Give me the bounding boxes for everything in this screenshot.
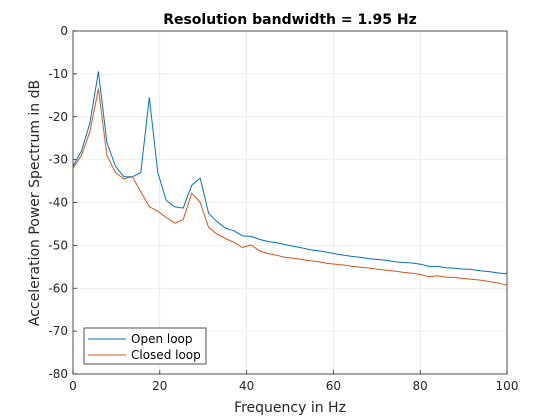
legend-box [83,327,207,365]
series-line-open-loop [72,71,508,275]
y-axis-label: Acceleration Power Spectrum in dB [27,80,43,326]
grid [72,30,508,375]
y-tick-label: -30 [48,153,68,167]
y-tick-label: -60 [48,281,68,295]
x-axis-label: Frequency in Hz [234,400,346,416]
x-tick-label: 60 [326,379,341,393]
legend: Open loop Closed loop [83,327,207,365]
y-tick-label: -40 [48,196,68,210]
y-tick-label: -70 [48,324,68,338]
x-tick-label: 20 [152,379,167,393]
series-lines [72,71,508,286]
y-axis-ticks: -80 -70 -60 -50 -40 -30 -20 -10 0 [48,24,77,381]
y-tick-label: -80 [48,367,68,381]
legend-label-open-loop: Open loop [131,332,193,346]
chart-title: Resolution bandwidth = 1.95 Hz [163,12,417,28]
y-tick-label: -20 [48,110,68,124]
y-tick-label: -50 [48,238,68,252]
series-line-closed-loop [72,88,508,286]
y-tick-label: -10 [48,67,68,81]
x-tick-label: 100 [496,379,519,393]
y-tick-label: 0 [60,24,68,38]
x-tick-label: 40 [239,379,254,393]
x-axis-ticks: 0 20 40 60 80 100 [69,370,518,393]
x-tick-label: 80 [413,379,428,393]
x-tick-label: 0 [69,379,77,393]
legend-label-closed-loop: Closed loop [131,348,201,362]
